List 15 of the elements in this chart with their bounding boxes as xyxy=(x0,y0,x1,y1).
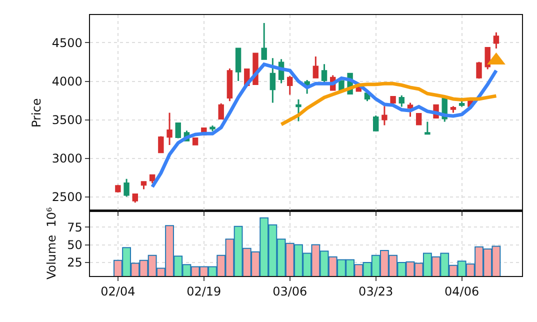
x-tick-label: 04/06 xyxy=(444,284,480,299)
y-tick-label: 4000 xyxy=(52,74,82,88)
x-tick-label: 03/06 xyxy=(272,284,308,299)
y-tick-label: 3500 xyxy=(52,113,82,128)
x-tick-label: 02/04 xyxy=(100,284,136,299)
y-tick-label: 50 xyxy=(67,238,82,252)
y-axis-title: Price xyxy=(29,98,44,128)
y-tick-label: 25 xyxy=(67,256,82,270)
y-tick-label: 4500 xyxy=(52,36,82,50)
x-tick-label: 03/23 xyxy=(358,284,394,299)
y-tick-label: 2500 xyxy=(52,190,82,204)
y-tick-label: 75 xyxy=(67,220,82,234)
x-tick-label: 02/19 xyxy=(186,284,222,299)
y-tick-label: 3000 xyxy=(52,152,82,166)
y-axis-title: Volume 10⁶ xyxy=(44,207,59,280)
